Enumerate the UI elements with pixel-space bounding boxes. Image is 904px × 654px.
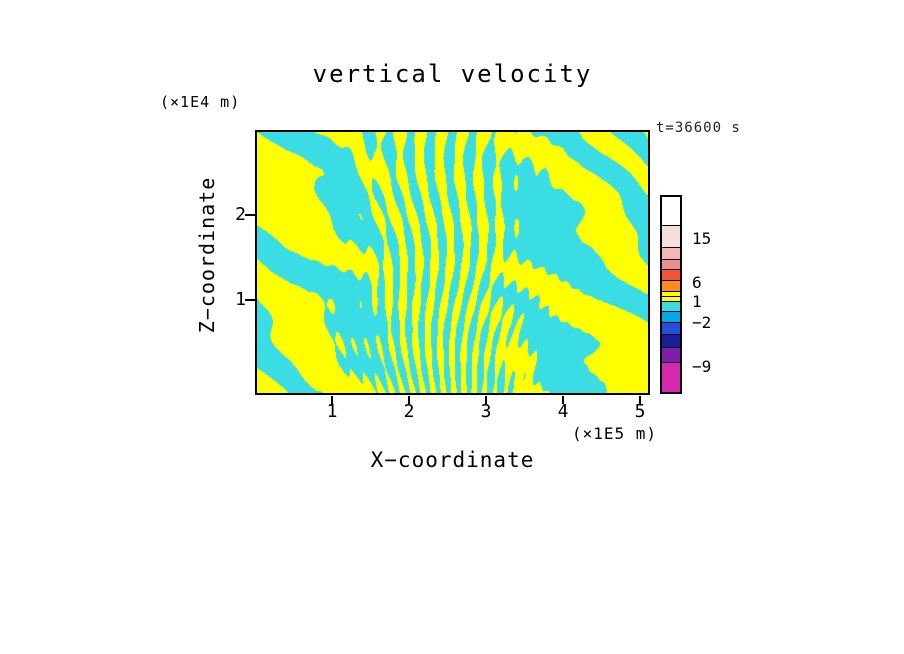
z-tick-mark [245, 299, 255, 301]
x-tick-label: 5 [634, 401, 646, 422]
z-axis-units: (×1E4 m) [160, 93, 241, 111]
x-tick-mark [408, 396, 410, 404]
colorbar-tick-label: 6 [692, 273, 702, 292]
colorbar-tick-label: 1 [692, 292, 702, 311]
z-tick-label: 2 [235, 204, 246, 225]
x-tick-mark [639, 396, 641, 404]
colorbar-segment [662, 322, 680, 334]
colorbar-segment [662, 291, 680, 296]
z-tick-label: 1 [235, 289, 246, 310]
time-annotation: t=36600 s [656, 120, 741, 136]
colorbar-segment [662, 347, 680, 362]
plot-area [255, 130, 650, 395]
colorbar-segments [662, 197, 680, 392]
colorbar-segment [662, 197, 680, 225]
x-tick-mark [562, 396, 564, 404]
colorbar-segment [662, 362, 680, 392]
colorbar-labels: 15 6 1 −2 −9 [692, 195, 742, 395]
x-axis-label: X−coordinate [370, 448, 535, 472]
z-axis-label: Z−coordinate [195, 176, 219, 334]
x-tick-mark [331, 396, 333, 404]
colorbar-segment [662, 269, 680, 280]
colorbar-segment [662, 247, 680, 259]
colorbar-segment [662, 301, 680, 311]
colorbar-tick-label: 15 [692, 229, 712, 248]
colorbar-tick-label: −9 [692, 357, 712, 376]
colorbar-segment [662, 296, 680, 301]
colorbar-segment [662, 259, 680, 269]
chart-title: vertical velocity [312, 60, 593, 88]
colorbar-segment [662, 280, 680, 291]
x-axis-units: (×1E5 m) [571, 424, 657, 443]
colorbar [660, 195, 682, 394]
x-tick-label: 4 [557, 401, 569, 422]
x-tick-label: 3 [480, 401, 492, 422]
heatmap-canvas [257, 132, 648, 393]
colorbar-segment [662, 311, 680, 322]
colorbar-segment [662, 334, 680, 347]
x-tick-label: 1 [326, 401, 338, 422]
z-tick-mark [245, 214, 255, 216]
x-tick-label: 2 [403, 401, 415, 422]
colorbar-segment [662, 225, 680, 247]
x-tick-mark [485, 396, 487, 404]
colorbar-tick-label: −2 [692, 313, 712, 332]
